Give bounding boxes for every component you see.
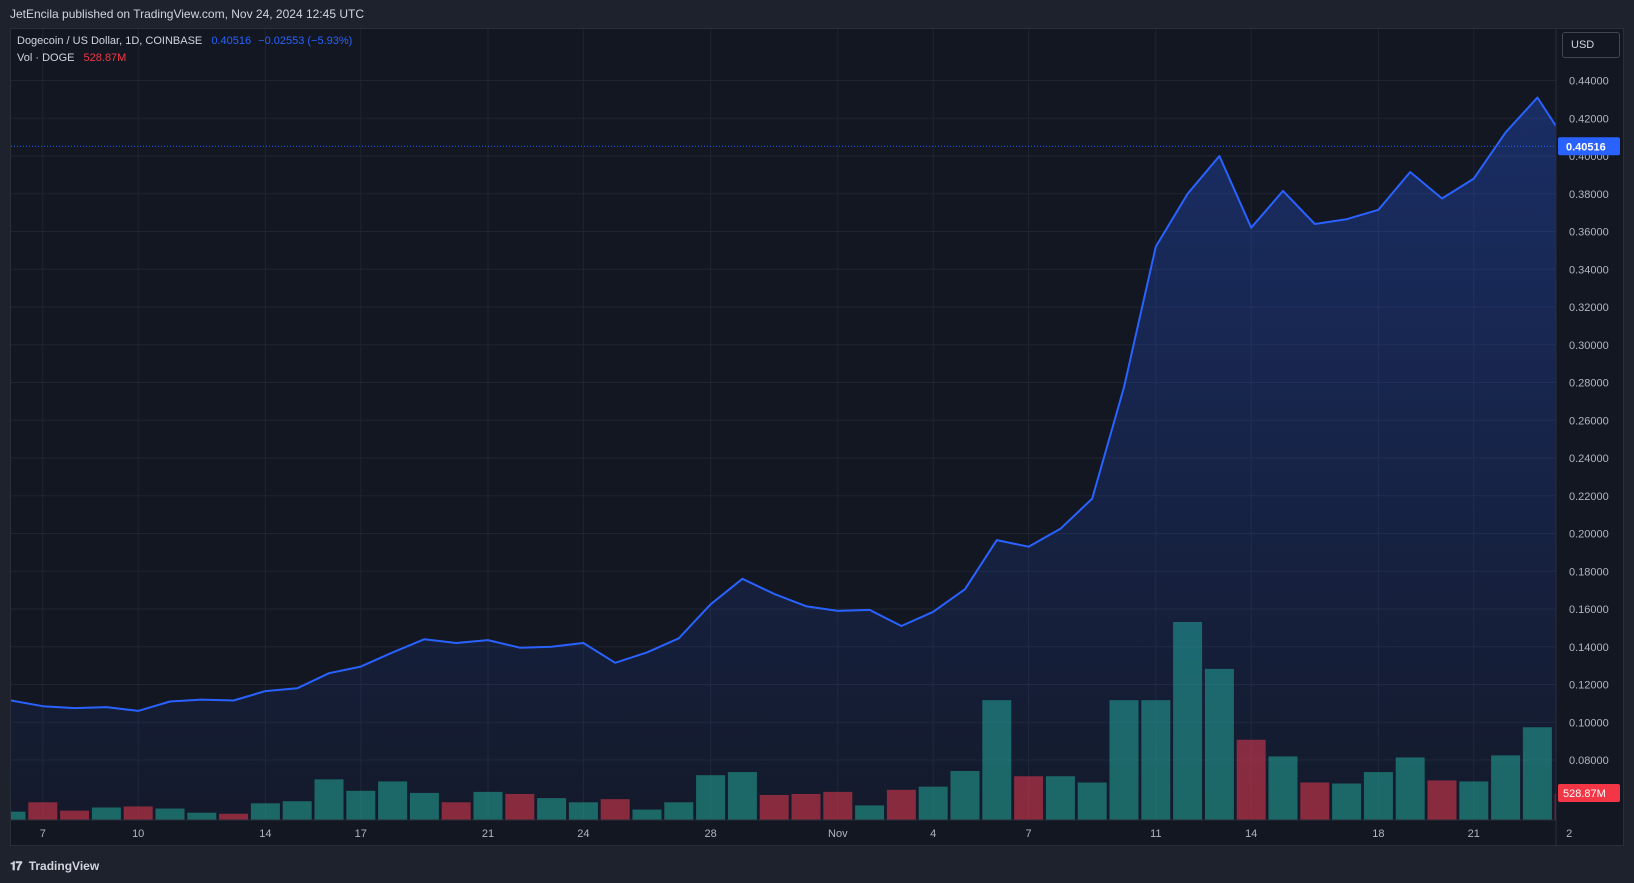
price-area-fill <box>11 97 1556 820</box>
x-tick-label: Nov <box>828 828 848 840</box>
y-tick-label: 0.34000 <box>1569 264 1609 276</box>
last-price: 0.40516 <box>211 35 252 47</box>
y-tick-label: 0.14000 <box>1569 642 1609 654</box>
plot-area <box>11 29 1556 820</box>
y-tick-label: 0.10000 <box>1569 717 1609 729</box>
y-tick-label: 0.16000 <box>1569 604 1609 616</box>
symbol-legend: Dogecoin / US Dollar, 1D, COINBASE 0.405… <box>17 35 352 47</box>
x-tick-label: 24 <box>577 828 589 840</box>
x-tick-label: 17 <box>355 828 367 840</box>
y-tick-label: 0.22000 <box>1569 491 1609 503</box>
y-tick-label: 0.18000 <box>1569 566 1609 578</box>
x-tick-label: 14 <box>1245 828 1257 840</box>
volume-badge-label: 528.87M <box>1563 788 1606 800</box>
x-tick-label: 7 <box>40 828 46 840</box>
x-tick-label: 11 <box>1150 828 1161 840</box>
x-tick-label: 7 <box>1026 828 1032 840</box>
symbol-name[interactable]: Dogecoin / US Dollar, 1D, COINBASE <box>17 35 203 47</box>
y-tick-label: 0.32000 <box>1569 302 1609 314</box>
last-price-badge <box>1558 137 1620 156</box>
x-tick-label: 18 <box>1372 828 1384 840</box>
y-tick-label: 0.28000 <box>1569 378 1609 390</box>
y-tick-label: 0.44000 <box>1569 76 1609 88</box>
x-tick-label: 21 <box>482 828 494 840</box>
y-tick-label: 0.08000 <box>1569 755 1609 767</box>
x-tick-label: 4 <box>930 828 936 840</box>
x-tick-label: 2 <box>1566 828 1572 840</box>
last-price-badge-label: 0.40516 <box>1566 141 1606 153</box>
x-tick-label: 28 <box>704 828 716 840</box>
publish-header: JetEncila published on TradingView.com, … <box>10 7 364 21</box>
y-tick-label: 0.12000 <box>1569 680 1609 692</box>
x-tick-label: 21 <box>1468 828 1480 840</box>
tradingview-footer[interactable]: 𝟏𝟕 TradingView <box>10 859 100 873</box>
x-tick-label: 14 <box>259 828 271 840</box>
volume-legend: Vol · DOGE 528.87M <box>17 52 126 64</box>
y-tick-label: 0.20000 <box>1569 529 1609 541</box>
y-tick-label: 0.26000 <box>1569 415 1609 427</box>
x-tick-label: 10 <box>132 828 144 840</box>
volume-value: 528.87M <box>83 52 127 64</box>
volume-label[interactable]: Vol · DOGE <box>17 52 75 64</box>
y-tick-label: 0.42000 <box>1569 113 1609 125</box>
price-line <box>11 96 1556 712</box>
y-tick-label: 0.24000 <box>1569 453 1609 465</box>
price-change: −0.02553 (−5.93%) <box>258 35 353 47</box>
y-tick-label: 0.38000 <box>1569 189 1609 201</box>
currency-button[interactable]: USD <box>1562 32 1620 58</box>
volume-badge <box>1558 784 1620 802</box>
y-tick-label: 0.30000 <box>1569 340 1609 352</box>
tradingview-logo-icon: 𝟏𝟕 <box>10 859 22 873</box>
y-tick-label: 0.36000 <box>1569 227 1609 239</box>
